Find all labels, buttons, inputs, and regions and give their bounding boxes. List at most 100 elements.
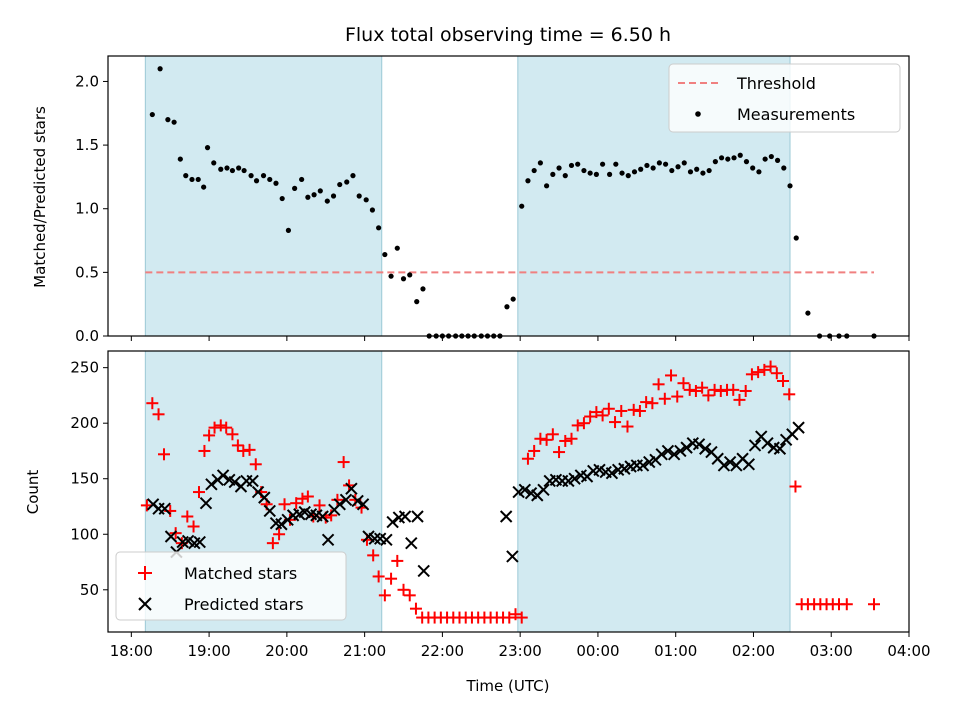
matched-star-point (565, 432, 578, 445)
top-y-tick-label: 1.5 (75, 136, 99, 154)
bottom-y-tick-label: 200 (70, 414, 99, 432)
top-y-tick-label: 2.0 (75, 72, 99, 90)
measurement-point (768, 153, 774, 160)
predicted-star-point (723, 455, 737, 469)
measurement-point (805, 310, 811, 316)
matched-star-point (689, 384, 702, 397)
measurement-point (737, 152, 743, 158)
matched-star-point (540, 433, 553, 446)
legend-measurements-swatch (695, 111, 701, 117)
matched-star-point (266, 537, 279, 550)
predicted-star-point (193, 535, 206, 549)
top-y-axis-label: Matched/Predicted stars (31, 106, 49, 288)
predicted-star-point (773, 442, 787, 455)
x-tick-label: 00:00 (576, 642, 619, 660)
matched-star-point (665, 369, 678, 382)
measurement-point (575, 161, 581, 167)
matched-star-point (243, 443, 256, 456)
matched-star-point (391, 554, 404, 567)
measurement-point (669, 167, 675, 174)
matched-star-point (385, 572, 398, 585)
matched-star-point (157, 448, 170, 461)
measurement-point (311, 192, 317, 198)
measurement-point (236, 165, 242, 171)
matched-star-point (301, 490, 314, 503)
predicted-star-point (246, 474, 259, 488)
measurement-point (273, 180, 279, 186)
matched-star-point (621, 420, 634, 433)
measurement-point (756, 169, 762, 175)
matched-star-point (571, 419, 584, 432)
measurement-point (725, 156, 731, 162)
matched-star-point (203, 429, 216, 442)
predicted-star-point (655, 448, 668, 461)
measurement-point (279, 195, 285, 202)
bottom-panel: 50 100 150 200 250 18:00 19:00 20:00 21:00 22:00… (24, 350, 931, 695)
matched-star-point (789, 480, 802, 493)
measurement-point (420, 286, 426, 292)
matched-star-point (658, 392, 671, 405)
predicted-star-point (351, 494, 364, 508)
legend-matched-swatch (138, 566, 152, 580)
measurement-point (531, 167, 537, 174)
measurement-point (394, 245, 400, 251)
matched-star-point (403, 589, 416, 602)
matched-star-point (515, 611, 528, 624)
measurement-point (356, 193, 362, 199)
measurement-point (687, 169, 694, 175)
measurement-point (550, 171, 556, 177)
matched-star-point (609, 416, 622, 429)
matched-star-point (590, 406, 603, 419)
measurement-point (414, 299, 420, 305)
measurement-point (568, 162, 575, 169)
matched-star-point (409, 602, 422, 615)
matched-star-point (546, 428, 559, 441)
predicted-star-point (380, 533, 393, 547)
top-y-tick-label: 0.0 (75, 327, 99, 345)
x-tick-label: 21:00 (343, 642, 386, 660)
matched-star-point (231, 439, 244, 452)
matched-star-point (733, 393, 746, 406)
predicted-star-point (748, 439, 762, 452)
measurement-point (369, 207, 376, 213)
matched-star-point (367, 549, 380, 562)
matched-star-point (708, 383, 721, 396)
measurement-point (224, 165, 230, 171)
measurement-point (781, 165, 787, 171)
measurement-point (388, 273, 394, 279)
measurement-point (253, 178, 260, 184)
matched-star-point (840, 598, 853, 611)
top-panel: 0.00.51.01.52.0 Matched/Predicted stars … (31, 55, 910, 345)
predicted-star-point (692, 438, 706, 451)
predicted-star-point (667, 448, 681, 461)
x-tick-label: 22:00 (421, 642, 464, 660)
measurement-point (211, 160, 217, 166)
x-axis-label: Time (UTC) (466, 677, 550, 695)
x-tick-label: 04:00 (887, 642, 930, 660)
matched-star-point (615, 404, 628, 417)
measurement-point (537, 160, 543, 166)
measurement-point (165, 117, 171, 123)
predicted-star-point (499, 510, 513, 523)
matched-star-point (146, 397, 159, 410)
measurement-point (195, 176, 201, 183)
bottom-y-tick-label: 100 (70, 525, 99, 543)
matched-star-point (739, 384, 752, 397)
bottom-legend: Matched stars Predicted stars (115, 551, 347, 621)
x-tick-label: 20:00 (265, 642, 308, 660)
predicted-star-point (699, 442, 712, 455)
top-plot-frame (107, 55, 910, 337)
measurement-point (793, 235, 799, 241)
legend-matched-label: Matched stars (184, 564, 297, 583)
matched-star-point (640, 396, 653, 409)
predicted-star-point (518, 483, 532, 497)
predicted-star-point (386, 515, 399, 529)
measurement-point (712, 159, 718, 165)
measurement-point (606, 171, 613, 177)
measurement-point (731, 155, 737, 161)
measurement-point (382, 251, 388, 258)
predicted-star-point (674, 444, 687, 458)
measurement-points (149, 66, 877, 339)
measurement-point (644, 162, 650, 169)
